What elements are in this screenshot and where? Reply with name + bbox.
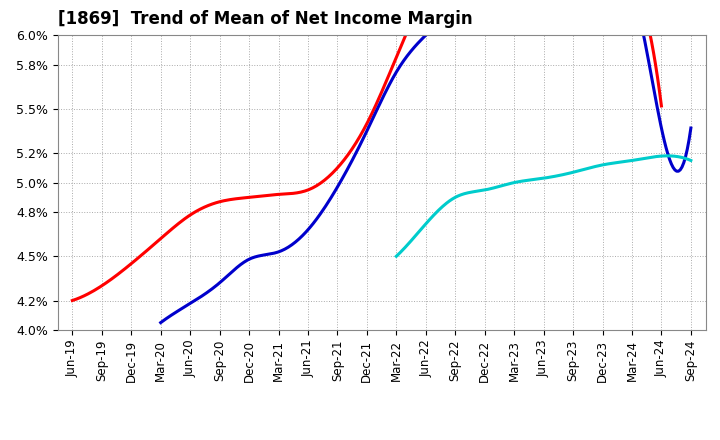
3 Years [68, 298, 76, 303]
7 Years [392, 254, 400, 259]
7 Years [687, 158, 696, 163]
7 Years [640, 156, 649, 161]
3 Years [657, 103, 666, 109]
7 Years [393, 253, 402, 258]
3 Years [417, 0, 426, 4]
7 Years [663, 153, 672, 158]
5 Years [639, 29, 647, 35]
5 Years [687, 125, 696, 131]
7 Years [567, 170, 575, 176]
7 Years [567, 170, 576, 175]
3 Years [70, 297, 78, 303]
7 Years [659, 153, 667, 158]
5 Years [481, 6, 490, 11]
Line: 7 Years: 7 Years [396, 156, 691, 257]
Line: 3 Years: 3 Years [72, 0, 662, 301]
Text: [1869]  Trend of Mean of Net Income Margin: [1869] Trend of Mean of Net Income Margi… [58, 10, 472, 28]
5 Years [470, 6, 479, 11]
5 Years [156, 320, 165, 325]
7 Years [572, 169, 581, 174]
Line: 5 Years: 5 Years [161, 0, 691, 323]
5 Years [158, 319, 167, 324]
5 Years [472, 6, 481, 11]
